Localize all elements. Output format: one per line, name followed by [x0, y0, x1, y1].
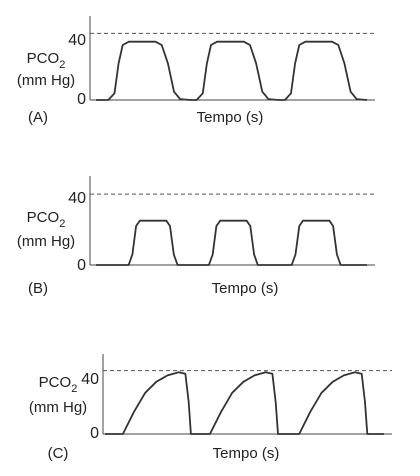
y-axis-units: (mm Hg): [17, 72, 75, 89]
y-tick-label-0: 0: [77, 257, 86, 274]
x-axis-label: Tempo (s): [212, 280, 279, 297]
panel-c: 40 0 PCO2 (mm Hg) (C) Tempo (s): [29, 354, 392, 462]
y-tick-label-40: 40: [68, 32, 86, 49]
y-axis-units: (mm Hg): [17, 233, 75, 250]
y-tick-label-40: 40: [81, 371, 99, 388]
co2-waveform: [96, 219, 367, 266]
panel-label: (A): [28, 109, 48, 126]
panel-label: (C): [48, 445, 69, 462]
y-tick-label-0: 0: [90, 425, 99, 442]
y-axis-units: (mm Hg): [29, 399, 87, 416]
y-axis-label: PCO2: [27, 50, 66, 71]
y-axis-label: PCO2: [27, 209, 66, 230]
x-axis-label: Tempo (s): [213, 445, 280, 462]
panel-label: (B): [28, 280, 48, 297]
y-axis-label: PCO2: [39, 374, 78, 395]
panel-b: 40 0 PCO2 (mm Hg) (B) Tempo (s): [17, 176, 375, 297]
x-axis-label: Tempo (s): [197, 109, 264, 126]
y-tick-label-40: 40: [68, 190, 86, 207]
co2-waveform: [105, 371, 384, 435]
co2-waveform: [96, 40, 368, 101]
panel-a: 40 0 PCO2(mm Hg) (A) Tempo (s): [17, 16, 375, 126]
y-tick-label-0: 0: [77, 91, 86, 108]
